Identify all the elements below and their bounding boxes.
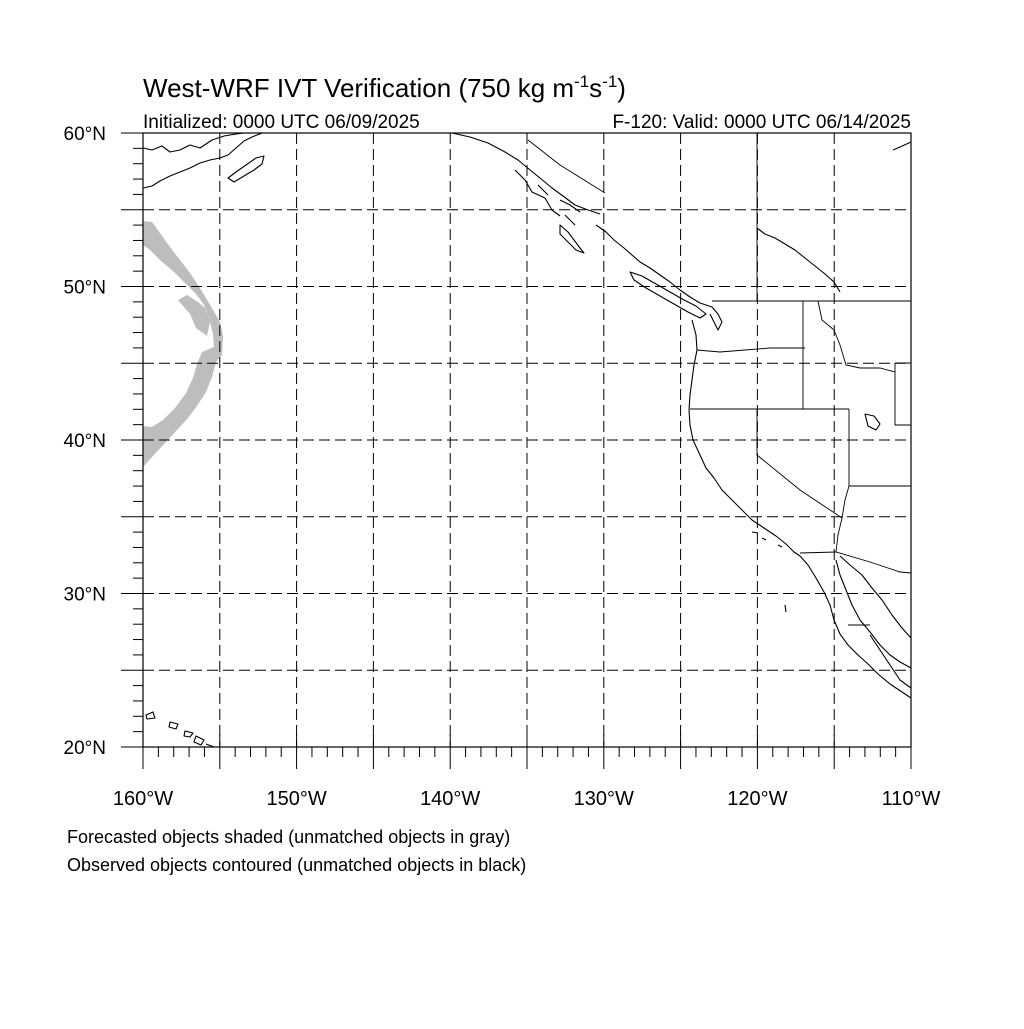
- lat-label: 30°N: [64, 585, 106, 606]
- baja-california-west-coast: [799, 555, 912, 699]
- longitude-labels: 160°W 150°W 140°W 130°W 120°W 110°W: [113, 788, 941, 810]
- us-mexico-border: [799, 551, 912, 574]
- map-panel: [121, 132, 912, 769]
- us-west-coast: [688, 319, 801, 557]
- hudson-bay-coast: [892, 141, 912, 151]
- figure-title: West-WRF IVT Verification (750 kg m-1s-1…: [143, 72, 626, 103]
- lon-label: 120°W: [727, 788, 787, 810]
- wyoming-border: [894, 362, 911, 426]
- latitude-labels: 20°N 30°N 40°N 50°N 60°N: [64, 124, 106, 759]
- arizona-western-border: [835, 485, 850, 553]
- alaska-canada-border: [527, 139, 606, 194]
- gulf-of-california-coast: [835, 555, 912, 669]
- washington-oregon-border: [696, 347, 805, 353]
- unmatched-forecast-object: [143, 221, 223, 467]
- lon-label: 150°W: [266, 788, 326, 810]
- alaska-southwest-coast: [142, 132, 245, 153]
- haida-gwaii: [559, 224, 585, 254]
- lat-label: 20°N: [64, 738, 106, 759]
- alaska-panhandle-islands: [514, 169, 581, 226]
- coastlines: [142, 132, 912, 748]
- lon-label: 130°W: [574, 788, 634, 810]
- political-borders: [527, 133, 912, 626]
- mexico-mainland-coast: [869, 634, 912, 689]
- lake-athabasca: [756, 227, 841, 293]
- footnote-observed: Observed objects contoured (unmatched ob…: [67, 855, 526, 875]
- lon-label: 160°W: [113, 788, 173, 810]
- idaho-montana-border: [817, 300, 896, 373]
- lat-label: 60°N: [64, 124, 106, 145]
- channel-islands: [751, 531, 787, 613]
- british-columbia-coast: [595, 224, 713, 308]
- alaska-gulf-coast: [451, 132, 601, 215]
- vancouver-island: [629, 271, 707, 319]
- california-nevada-border: [756, 409, 843, 519]
- map-frame: [142, 132, 912, 748]
- alaska-peninsula-coast: [142, 132, 263, 189]
- lon-label: 140°W: [420, 788, 480, 810]
- lon-label: 110°W: [882, 788, 941, 810]
- footnote-forecast: Forecasted objects shaded (unmatched obj…: [67, 827, 510, 847]
- hawaii-islands: [145, 711, 215, 748]
- puget-sound: [709, 306, 723, 331]
- lat-label: 40°N: [64, 431, 106, 452]
- graticule: [143, 133, 911, 747]
- lat-label: 50°N: [64, 278, 106, 299]
- great-salt-lake: [864, 413, 881, 431]
- initialized-label: Initialized: 0000 UTC 06/09/2025: [143, 112, 420, 133]
- kodiak-island: [227, 155, 265, 183]
- axis-ticks: [121, 132, 912, 769]
- valid-time-label: F-120: Valid: 0000 UTC 06/14/2025: [612, 112, 911, 133]
